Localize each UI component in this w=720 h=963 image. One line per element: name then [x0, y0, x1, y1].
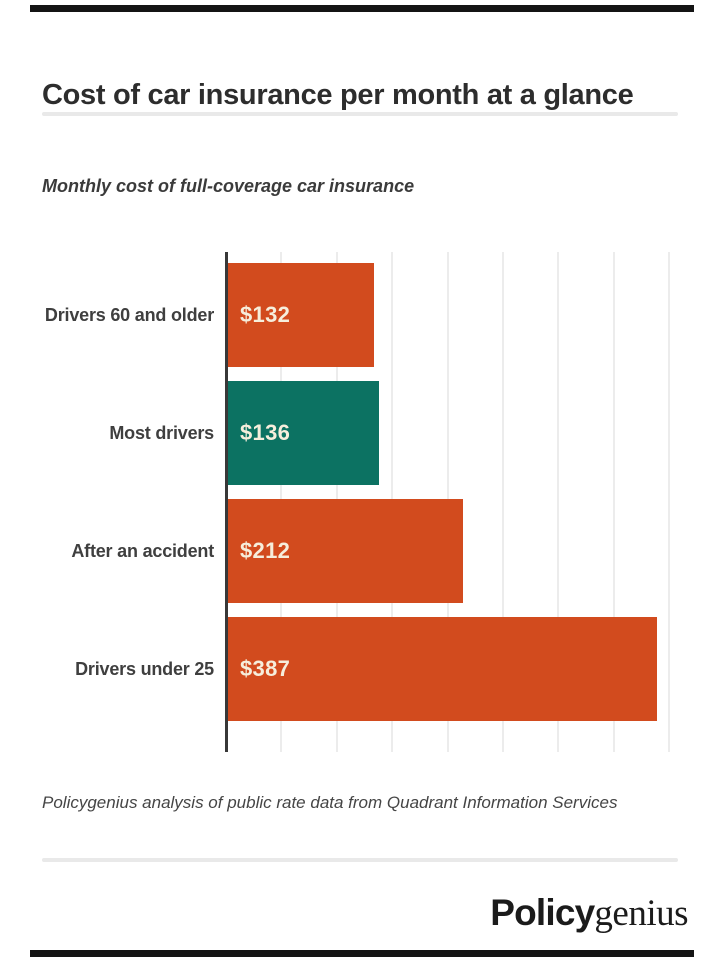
page-title: Cost of car insurance per month at a gla… [42, 79, 634, 112]
bar-2: $136 [228, 381, 379, 485]
source-footnote: Policygenius analysis of public rate dat… [42, 793, 618, 812]
footer-divider [42, 858, 678, 862]
logo-bold-part: Policy [490, 892, 595, 933]
bar-value: $212 [240, 538, 291, 563]
logo-serif-part: genius [594, 893, 688, 934]
chart-subtitle: Monthly cost of full-coverage car insura… [42, 176, 415, 196]
bar-value: $136 [240, 420, 291, 445]
gridline [668, 252, 670, 752]
bar-4: $387 [228, 617, 657, 721]
category-labels-column: Drivers 60 and older Most drivers After an… [42, 252, 214, 752]
bar-label: Drivers 60 and older [44, 304, 214, 325]
bottom-edge-bar [30, 950, 694, 957]
bar-label: Drivers under 25 [75, 658, 214, 679]
bar-label: After an accident [71, 540, 214, 561]
bar-value: $132 [240, 302, 291, 327]
title-divider [42, 112, 678, 116]
gridline [612, 252, 615, 752]
bar-3: $212 [228, 499, 463, 603]
policygenius-logo: Policygenius [490, 892, 688, 935]
gridline [501, 252, 504, 752]
bar-label: Most drivers [109, 422, 214, 443]
bar-1: $132 [228, 263, 375, 367]
bar-value: $387 [240, 656, 291, 681]
y-axis-line [225, 252, 228, 752]
top-edge-bar [30, 5, 694, 12]
gridline [557, 252, 560, 752]
plot-area: $132 $136 $212 $387 [225, 252, 690, 752]
